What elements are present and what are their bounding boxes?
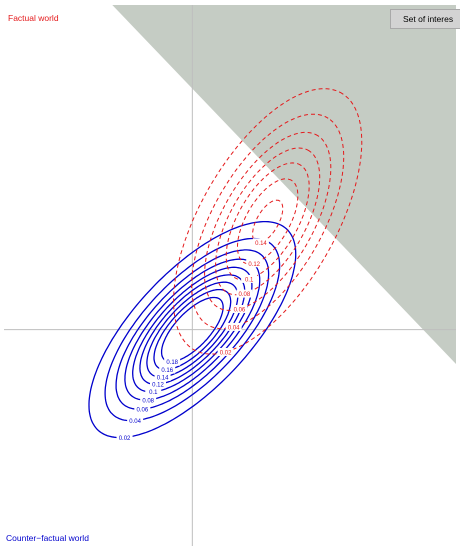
factual-contour-0.06 (204, 131, 332, 311)
counterfactual-contour-0.1 (132, 266, 253, 393)
factual-level-label: 0.14 (255, 241, 267, 247)
counterfactual-level-label: 0.02 (119, 436, 131, 442)
factual-level-label: 0.02 (220, 350, 232, 356)
factual-label-bg (252, 238, 269, 247)
counterfactual-label-bg (140, 395, 157, 404)
counterfactual-contour-0.04 (104, 237, 281, 422)
counterfactual-level-label: 0.16 (161, 368, 173, 374)
counterfactual-world-label: Counter−factual world (6, 533, 89, 543)
factual-label-bg (225, 322, 242, 331)
counterfactual-contour-0.16 (153, 288, 232, 371)
counterfactual-level-label: 0.06 (137, 408, 149, 414)
counterfactual-contour-0.06 (115, 249, 270, 410)
factual-contour-0.08 (215, 147, 321, 296)
factual-label-bg (231, 304, 248, 313)
counterfactual-level-label: 0.14 (157, 375, 169, 381)
factual-world-label: Factual world (8, 13, 59, 23)
factual-contours: 0.02 0.04 0.06 0.08 0.1 0.12 0.14 (173, 88, 363, 356)
factual-contour-0.1 (225, 162, 310, 281)
factual-level-label: 0.08 (239, 292, 251, 298)
factual-level-label: 0.12 (248, 262, 260, 268)
factual-label-bg (236, 289, 253, 298)
counterfactual-label-bg (159, 365, 176, 374)
counterfactual-level-label: 0.12 (152, 383, 164, 389)
factual-level-label: 0.06 (234, 307, 246, 313)
factual-contour-0.02 (173, 88, 363, 355)
factual-contour-0.12 (237, 178, 299, 265)
counterfactual-label-bg (149, 380, 166, 389)
counterfactual-label-bg (164, 357, 181, 366)
counterfactual-label-bg (127, 416, 144, 425)
counterfactual-level-label: 0.1 (149, 390, 158, 396)
factual-label-bg (246, 259, 263, 268)
factual-level-label: 0.1 (245, 277, 254, 283)
factual-level-label: 0.04 (228, 325, 240, 331)
set-of-interest-legend: Set of interes (390, 9, 460, 29)
factual-label-bg (217, 347, 234, 356)
counterfactual-label-bg (134, 405, 151, 414)
counterfactual-contour-0.08 (124, 258, 261, 401)
counterfactual-contour-0.18 (160, 296, 224, 363)
counterfactual-contour-0.02 (88, 220, 297, 439)
factual-label-bg (241, 274, 258, 283)
counterfactual-label-bg (116, 433, 133, 442)
factual-contour-0.04 (191, 113, 345, 330)
counterfactual-contour-0.12 (139, 274, 246, 385)
counterfactual-level-label: 0.18 (166, 360, 178, 366)
counterfactual-label-bg (145, 387, 162, 396)
counterfactual-level-label: 0.04 (129, 419, 141, 425)
counterfactual-contours: 0.020.040.060.080.10.120.140.160.18 (88, 220, 297, 442)
set-of-interest-region (112, 5, 457, 364)
counterfactual-level-label: 0.08 (142, 398, 154, 404)
counterfactual-label-bg (154, 372, 171, 381)
